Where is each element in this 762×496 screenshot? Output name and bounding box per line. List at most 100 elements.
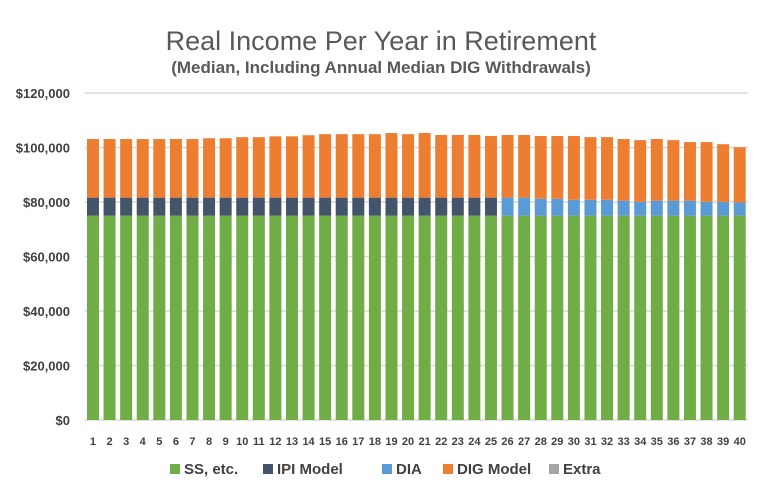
bar-segment (617, 215, 630, 420)
bar-segment (667, 140, 680, 201)
legend-swatch (443, 464, 453, 474)
x-tick-label: 30 (568, 436, 580, 448)
y-tick-label: $100,000 (16, 141, 70, 156)
x-tick-label: 28 (535, 436, 547, 448)
bar-segment (352, 134, 365, 198)
chart-subtitle: (Median, Including Annual Median DIG Wit… (171, 58, 591, 77)
y-tick-label: $40,000 (23, 304, 70, 319)
x-tick-label: 15 (319, 436, 331, 448)
bar-segment (617, 200, 630, 216)
bar-segment (285, 215, 298, 420)
x-tick-label: 33 (618, 436, 630, 448)
bar-segment (186, 139, 199, 198)
x-tick-label: 40 (734, 436, 746, 448)
bar-segment (86, 197, 99, 216)
bar-segment (468, 215, 481, 420)
y-tick-label: $120,000 (16, 86, 70, 101)
bar-segment (203, 215, 216, 420)
bar-segment (335, 134, 348, 198)
bar-segment (236, 215, 249, 420)
bar-segment (733, 147, 746, 203)
bar-segment (269, 136, 282, 198)
bar-segment (667, 200, 680, 216)
bar-segment (601, 199, 614, 216)
bar-segment (269, 197, 282, 216)
x-tick-label: 19 (385, 436, 397, 448)
bar-segment (103, 197, 116, 216)
x-tick-label: 13 (286, 436, 298, 448)
bar-segment (153, 215, 166, 420)
bar-segment (717, 144, 730, 202)
bar-segment (219, 215, 232, 420)
bar-segment (584, 215, 597, 420)
bar-segment (435, 134, 448, 198)
x-tick-label: 24 (468, 436, 481, 448)
bar-segment (484, 136, 497, 198)
x-tick-label: 4 (140, 436, 147, 448)
bar-segment (518, 134, 531, 198)
bar-segment (368, 197, 381, 216)
bar-segment (733, 215, 746, 420)
bar-segment (352, 197, 365, 216)
bar-segment (120, 197, 133, 216)
gridlines (84, 92, 748, 421)
bar-segment (169, 215, 182, 420)
bar-segment (385, 215, 398, 420)
bar-segment (418, 197, 431, 216)
x-tick-label: 16 (336, 436, 348, 448)
bar-segment (120, 139, 133, 198)
bar-segment (733, 202, 746, 216)
x-tick-label: 38 (700, 436, 712, 448)
bar-segment (285, 197, 298, 216)
bar-segment (252, 197, 265, 216)
bar-segment (700, 142, 713, 202)
bar-segment (567, 199, 580, 216)
y-tick-label: $20,000 (23, 359, 70, 374)
bar-segment (368, 215, 381, 420)
bar-segment (86, 215, 99, 420)
bar-segment (219, 138, 232, 198)
bar-segment (319, 134, 332, 198)
bar-segment (650, 215, 663, 420)
bar-segment (634, 140, 647, 202)
bar-segment (601, 137, 614, 200)
legend-label: SS, etc. (184, 461, 238, 478)
x-tick-label: 35 (651, 436, 663, 448)
bar-segment (203, 197, 216, 216)
bar-segment (584, 199, 597, 216)
bar-segment (501, 215, 514, 420)
bar-segment (683, 200, 696, 216)
bar-segment (335, 197, 348, 216)
bar-segment (700, 201, 713, 216)
bar-segment (501, 197, 514, 216)
bar-segment (319, 197, 332, 216)
bar-segment (120, 215, 133, 420)
bar-segment (584, 137, 597, 200)
bar-segment (534, 215, 547, 420)
bar-segment (451, 134, 464, 198)
y-tick-label: $60,000 (23, 250, 70, 265)
bar-segment (352, 215, 365, 420)
bar-segment (86, 139, 99, 198)
bar-segment (534, 136, 547, 199)
bar-segment (203, 138, 216, 198)
bar-segment (551, 215, 564, 420)
x-tick-label: 26 (501, 436, 513, 448)
legend-swatch (382, 464, 392, 474)
bar-segment (136, 197, 149, 216)
bar-segment (534, 198, 547, 216)
bar-segment (169, 139, 182, 198)
bar-segment (435, 215, 448, 420)
x-tick-label: 14 (302, 436, 315, 448)
x-tick-label: 27 (518, 436, 530, 448)
legend-label: DIG Model (457, 461, 531, 478)
bar-segment (717, 215, 730, 420)
bar-segment (468, 197, 481, 216)
bar-segment (567, 215, 580, 420)
x-tick-label: 39 (717, 436, 729, 448)
x-tick-label: 36 (667, 436, 679, 448)
bar-segment (617, 139, 630, 201)
bar-segment (451, 215, 464, 420)
